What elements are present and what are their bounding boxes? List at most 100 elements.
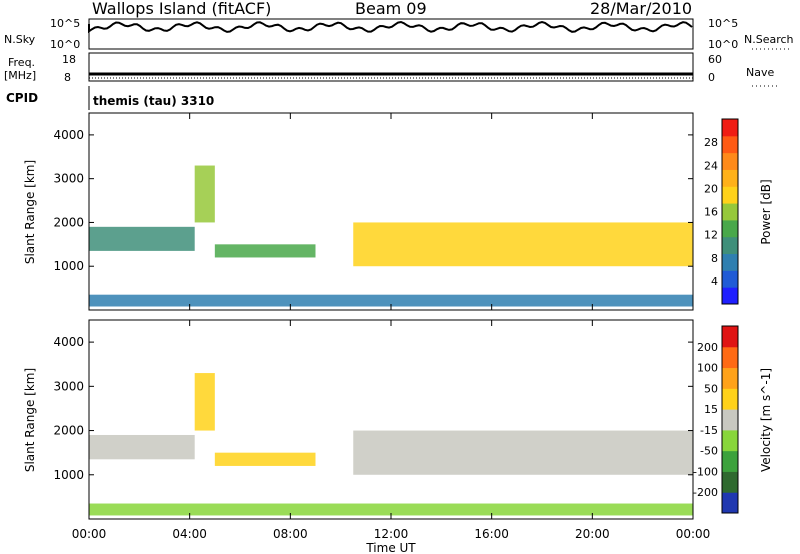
- power-ytick-label-1: 2000: [53, 215, 84, 229]
- power-colorbar-swatch-7: [722, 169, 738, 187]
- time-tick-label-1: 04:00: [172, 527, 207, 541]
- velocity-colorbar-tick-7: -200: [693, 486, 718, 499]
- noise-panel-frame: [88, 18, 694, 50]
- velocity-panel: [89, 373, 693, 516]
- power-colorbar-frame: [721, 118, 739, 305]
- nave-tick-top: 60: [708, 53, 722, 66]
- power-ytick-label-3: 4000: [53, 128, 84, 142]
- velocity-band-0: [89, 434, 195, 460]
- velocity-ytick-label-3: 4000: [53, 335, 84, 349]
- noise-tick-right-bottom: 10^0: [708, 38, 738, 51]
- noise-tick-right-top: 10^5: [708, 17, 738, 30]
- velocity-colorbar-swatch-4: [722, 409, 738, 431]
- velocity-colorbar-tick-6: -100: [693, 465, 718, 478]
- velocity-colorbar-swatch-3: [722, 429, 738, 452]
- cpid-value: themis (tau) 3310: [93, 94, 214, 108]
- velocity-colorbar-tick-5: -50: [700, 445, 718, 458]
- power-colorbar-swatch-8: [722, 152, 738, 170]
- velocity-colorbar-swatch-5: [722, 388, 738, 410]
- velocity-band-1: [194, 373, 215, 431]
- velocity-colorbar-frame: [721, 325, 739, 514]
- power-colorbar-tick-5: 24: [704, 159, 718, 172]
- velocity-band-3: [353, 430, 693, 475]
- velocity-colorbar-tick-2: 50: [704, 382, 718, 395]
- power-colorbar-tick-4: 20: [704, 182, 718, 195]
- time-tick-label-4: 16:00: [474, 527, 509, 541]
- velocity-colorbar-tick-0: 200: [697, 341, 718, 354]
- velocity-colorbar-swatch-0: [722, 492, 738, 514]
- nsky-label: N.Sky: [4, 33, 36, 46]
- noise-tick-left-bottom: 10^0: [50, 38, 80, 51]
- nsearch-label: N.Search: [744, 33, 794, 46]
- power-colorbar-swatch-9: [722, 135, 738, 154]
- time-tick-label-6: 00:00: [676, 527, 711, 541]
- power-colorbar-swatch-5: [722, 203, 738, 221]
- velocity-band-2: [214, 452, 316, 466]
- power-panel: [89, 165, 693, 307]
- velocity-colorbar-tick-1: 100: [697, 362, 718, 375]
- time-tick-label-0: 00:00: [72, 527, 107, 541]
- power-colorbar-swatch-3: [722, 236, 738, 255]
- time-tick-label-5: 20:00: [575, 527, 610, 541]
- freq-tick-bottom: 8: [64, 71, 71, 84]
- power-ytick-label-0: 1000: [53, 259, 84, 273]
- date-title: 28/Mar/2010: [590, 0, 692, 18]
- velocity-ylabel: Slant Range [km]: [23, 368, 37, 472]
- velocity-colorbar-swatch-2: [722, 450, 738, 472]
- power-band-4: [89, 294, 693, 307]
- power-colorbar-swatch-10: [722, 119, 738, 137]
- velocity-colorbar-swatch-7: [722, 346, 738, 369]
- power-colorbar-tick-1: 8: [711, 252, 718, 265]
- power-colorbar-swatch-2: [722, 253, 738, 271]
- power-y-axis: 1000 2000 3000 4000: [53, 128, 693, 273]
- cpid-label: CPID: [6, 91, 38, 105]
- power-x-axis: [88, 113, 694, 310]
- velocity-band-4: [89, 503, 693, 516]
- power-colorbar-swatch-6: [722, 186, 738, 204]
- power-colorbar-swatch-1: [722, 270, 738, 288]
- power-colorbar-tick-6: 28: [704, 136, 718, 149]
- time-tick-label-2: 08:00: [273, 527, 308, 541]
- beam-title: Beam 09: [355, 0, 427, 18]
- velocity-ytick-label-2: 3000: [53, 379, 84, 393]
- nave-tick-bottom: 0: [708, 71, 715, 84]
- power-band-2: [214, 244, 316, 258]
- power-colorbar-tick-0: 4: [711, 275, 718, 288]
- freq-panel-frame: [88, 52, 694, 82]
- velocity-colorbar-label: Velocity [m s^-1]: [759, 368, 773, 472]
- power-ytick-label-2: 3000: [53, 172, 84, 186]
- time-tick-label-3: 12:00: [374, 527, 409, 541]
- velocity-colorbar-tick-3: 15: [704, 403, 718, 416]
- noise-trace: [88, 20, 693, 34]
- power-colorbar: 4 8 12 16 20 24 28: [704, 118, 739, 305]
- noise-tick-left-top: 10^5: [50, 17, 80, 30]
- nave-label: Nave: [746, 66, 774, 79]
- velocity-colorbar: -200 -100 -50 -15 15 50 100 200: [693, 325, 739, 514]
- freq-label-2: [MHz]: [4, 69, 36, 82]
- power-panel-frame: [88, 112, 694, 311]
- power-ylabel: Slant Range [km]: [23, 160, 37, 264]
- xlabel: Time UT: [365, 541, 416, 554]
- velocity-colorbar-swatch-8: [722, 326, 738, 348]
- velocity-x-axis: [88, 320, 694, 519]
- time-tick-labels: 00:00 04:00 08:00 12:00 16:00 20:00 00:00: [72, 527, 711, 541]
- velocity-ytick-label-0: 1000: [53, 468, 84, 482]
- power-band-1: [194, 165, 215, 223]
- power-band-3: [353, 222, 693, 267]
- velocity-y-axis: 1000 2000 3000 4000: [53, 335, 693, 482]
- power-band-0: [89, 226, 195, 251]
- velocity-colorbar-swatch-6: [722, 367, 738, 389]
- power-colorbar-tick-3: 16: [704, 206, 718, 219]
- velocity-colorbar-swatch-1: [722, 471, 738, 493]
- velocity-ytick-label-1: 2000: [53, 424, 84, 438]
- velocity-panel-frame: [88, 319, 694, 520]
- power-colorbar-swatch-4: [722, 219, 738, 238]
- freq-tick-top: 18: [62, 53, 76, 66]
- velocity-colorbar-tick-4: -15: [700, 424, 718, 437]
- station-title: Wallops Island (fitACF): [92, 0, 271, 18]
- power-colorbar-label: Power [dB]: [759, 179, 773, 244]
- freq-label-1: Freq.: [8, 56, 35, 69]
- power-colorbar-tick-2: 12: [704, 229, 718, 242]
- power-colorbar-swatch-0: [722, 287, 738, 305]
